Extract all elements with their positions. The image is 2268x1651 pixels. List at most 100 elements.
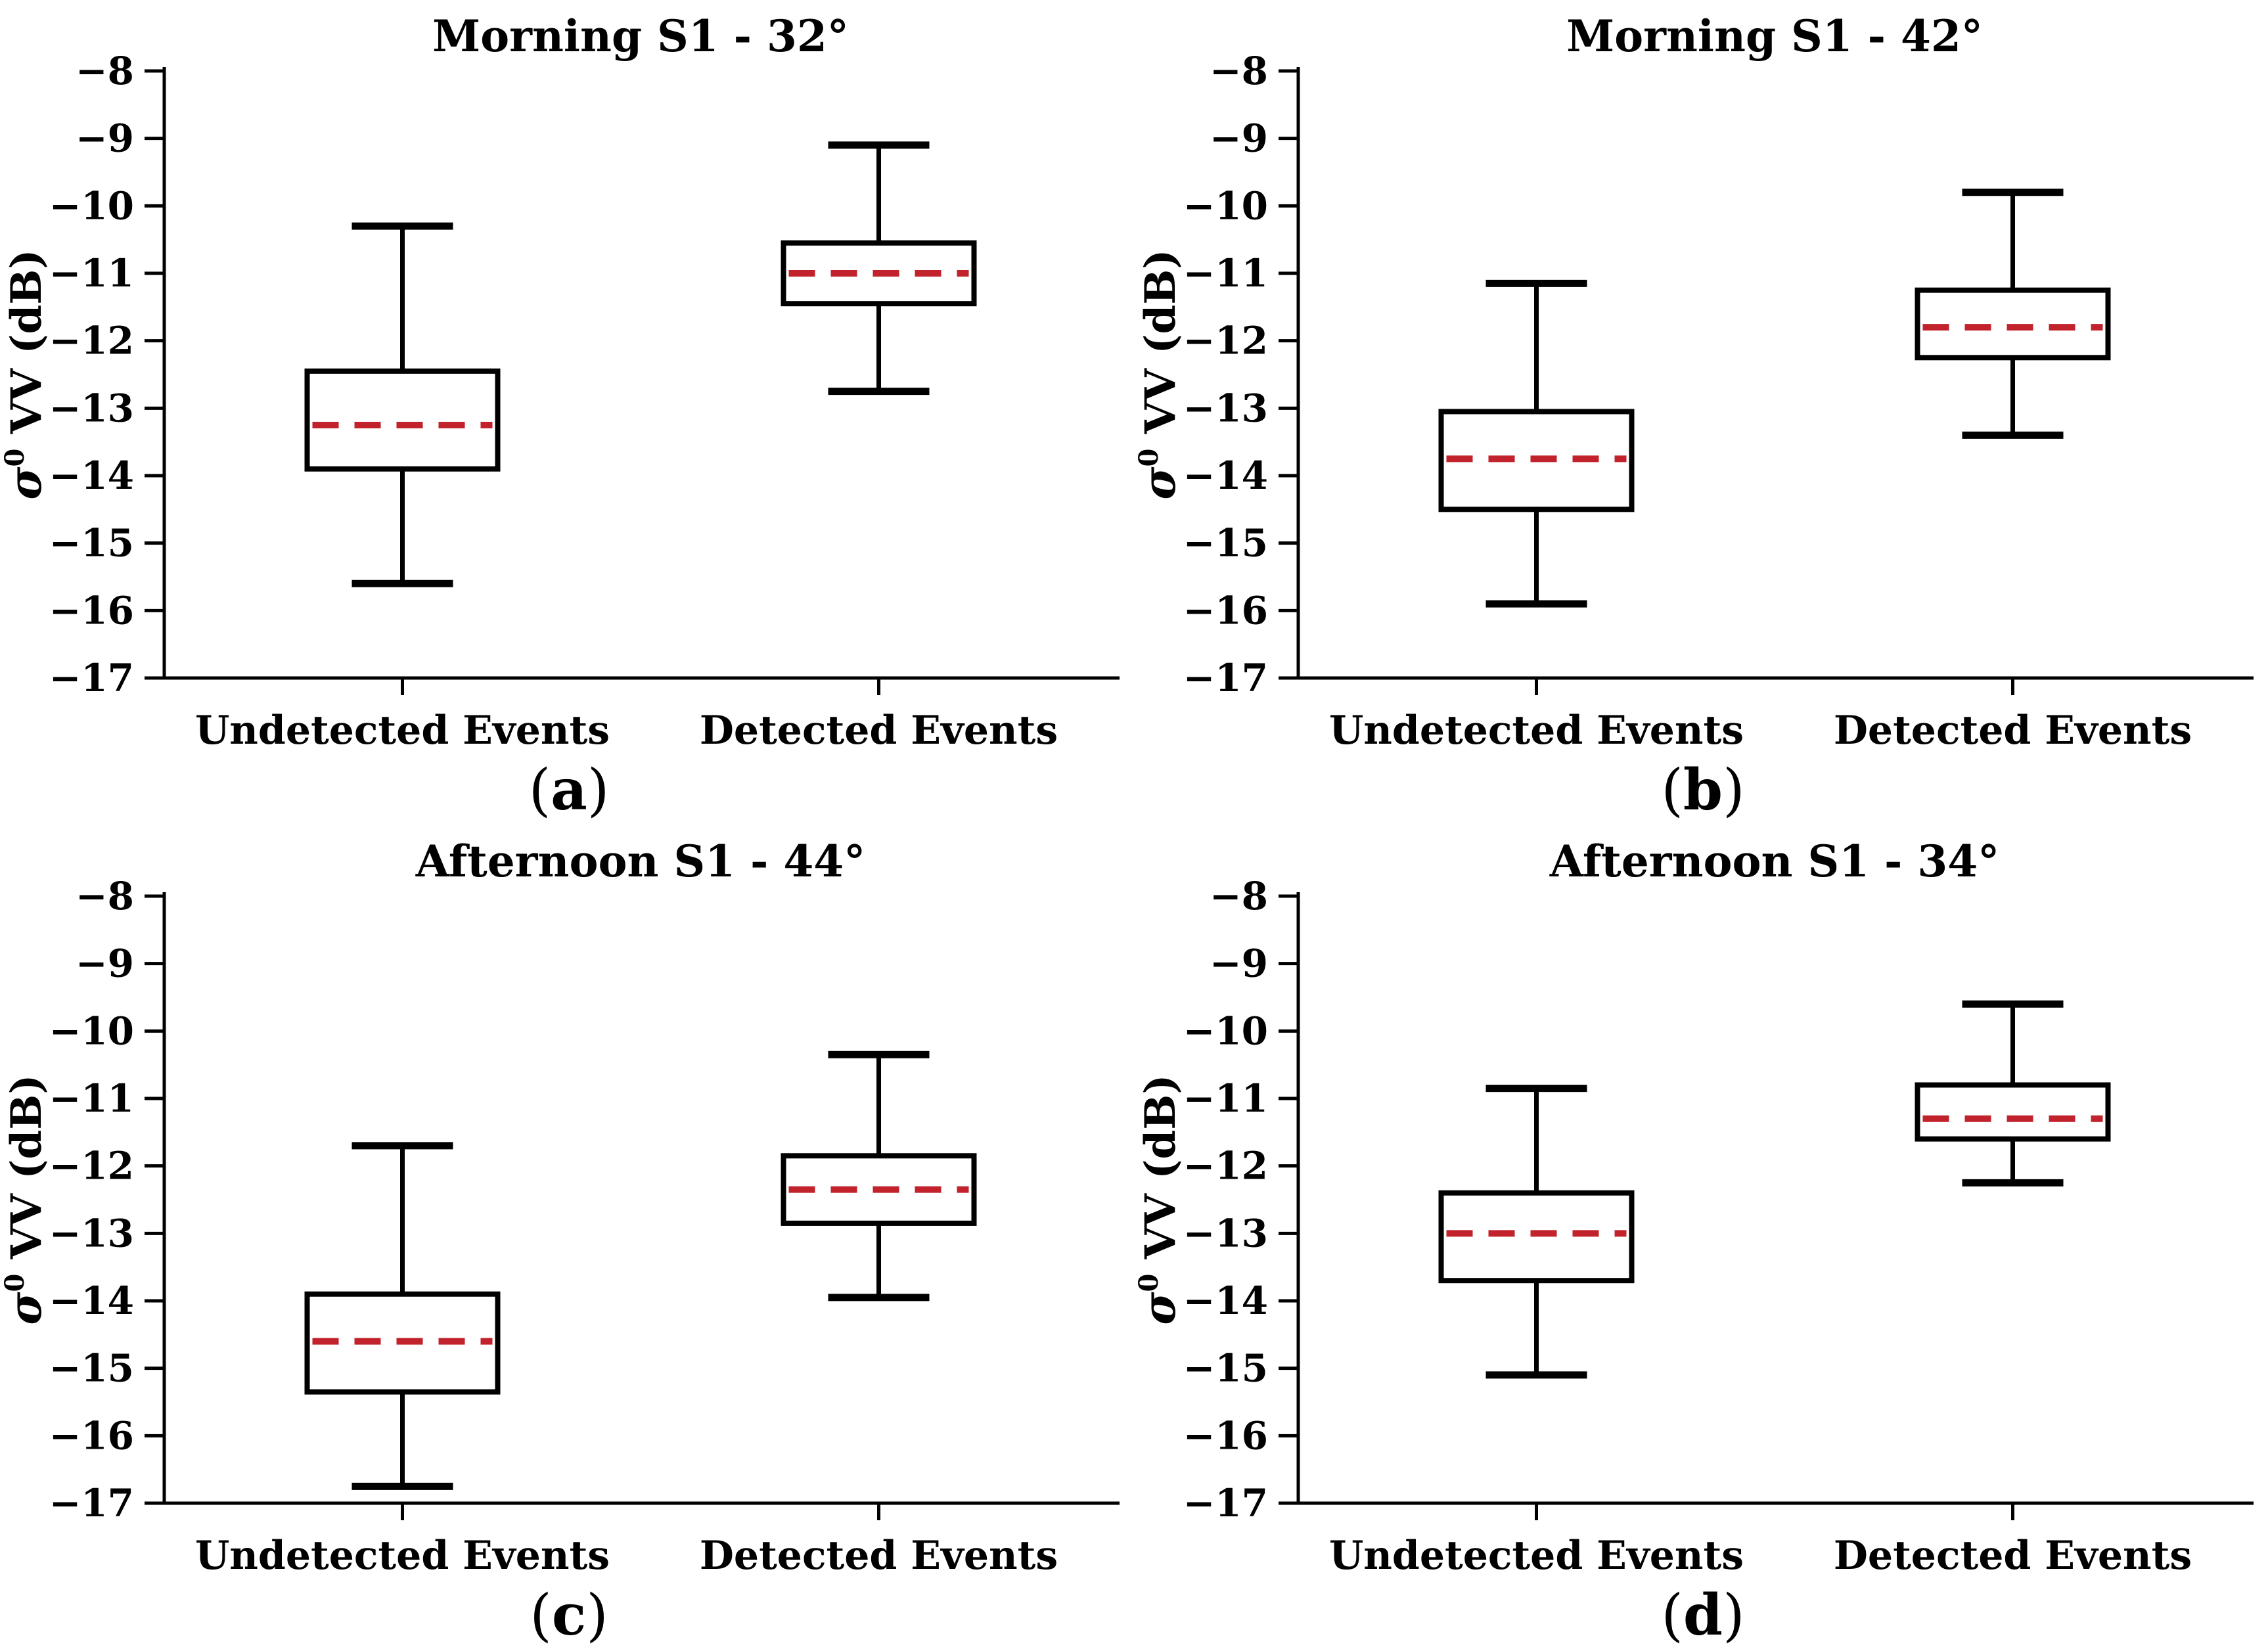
iqr-box-undetected-events <box>1438 1190 1635 1284</box>
y-tick-label: −15 <box>49 1346 134 1391</box>
x-tick-label-detected-events: Detected Events <box>1834 708 2192 754</box>
y-tick-label: −11 <box>1183 1076 1268 1121</box>
y-axis-label-superscript: 0 <box>1134 449 1164 467</box>
y-tick-label: −17 <box>49 656 134 700</box>
y-tick-label: −15 <box>49 521 134 566</box>
panel-a: −8 −9 −10 −11 −12 −13 −14 −15 −16 −17 Undetected E… <box>0 0 1134 825</box>
boxplot-d-svg: −8 −9 −10 −11 −12 −13 −14 −15 −16 −17 Undetected E… <box>1134 825 2268 1650</box>
y-tick-label: −8 <box>76 874 134 918</box>
caption-paren-open: ( <box>530 1583 552 1648</box>
y-axis-label: σ0 VV (dB) <box>0 249 52 499</box>
caption-letter: c <box>552 1582 586 1648</box>
y-tick-label: −14 <box>49 453 134 498</box>
panel-title: Morning S1 - 32° <box>432 11 849 62</box>
y-tick-label: −11 <box>49 251 134 296</box>
y-tick-label: −12 <box>1183 319 1268 363</box>
panel-caption: (d) <box>1661 1582 1744 1648</box>
y-tick-label: −15 <box>1183 521 1268 566</box>
x-tick-label-detected-events: Detected Events <box>700 708 1058 754</box>
panel-background <box>1134 825 2268 1650</box>
y-axis-label-unit: VV (dB) <box>2 1074 51 1273</box>
y-tick-label: −9 <box>1210 116 1268 161</box>
y-tick-label: −16 <box>1183 588 1268 633</box>
caption-paren-close: ) <box>1723 1583 1745 1648</box>
iqr-box-undetected-events <box>304 368 501 472</box>
panel-d: −8 −9 −10 −11 −12 −13 −14 −15 −16 −17 Undetected E… <box>1134 825 2268 1651</box>
panel-caption: (a) <box>529 757 610 823</box>
x-tick-label-undetected-events: Undetected Events <box>195 1533 610 1579</box>
panel-caption: (b) <box>1661 757 1744 823</box>
y-axis-label-unit: VV (dB) <box>1136 249 1185 448</box>
caption-paren-open: ( <box>529 758 551 823</box>
y-axis-label: σ0 VV (dB) <box>0 1074 52 1324</box>
x-tick-label-undetected-events: Undetected Events <box>195 708 610 754</box>
caption-letter: b <box>1683 757 1723 823</box>
y-tick-label: −13 <box>1183 1211 1268 1255</box>
panel-title: Morning S1 - 42° <box>1566 11 1983 62</box>
y-axis-label-superscript: 0 <box>1134 1274 1164 1292</box>
y-tick-label: −9 <box>1210 941 1268 986</box>
caption-letter: d <box>1683 1582 1723 1648</box>
panel-caption: (c) <box>530 1582 608 1648</box>
caption-paren-close: ) <box>587 758 610 823</box>
y-tick-label: −10 <box>49 1008 134 1053</box>
x-tick-label-undetected-events: Undetected Events <box>1329 1533 1744 1579</box>
y-tick-label: −14 <box>49 1278 134 1323</box>
boxplot-b-svg: −8 −9 −10 −11 −12 −13 −14 −15 −16 −17 Undetected E… <box>1134 0 2268 825</box>
y-tick-label: −11 <box>49 1076 134 1121</box>
y-tick-label: −12 <box>49 319 134 363</box>
y-tick-label: −10 <box>1183 1008 1268 1053</box>
panel-background <box>0 0 1134 825</box>
caption-paren-open: ( <box>1661 758 1683 823</box>
y-axis-label-sigma: σ <box>0 466 52 500</box>
y-axis-label-sigma: σ <box>1134 1292 1186 1325</box>
y-tick-label: −14 <box>1183 453 1268 498</box>
y-tick-label: −8 <box>1210 874 1268 918</box>
iqr-box-detected-events <box>1915 287 2111 361</box>
y-tick-label: −15 <box>1183 1346 1268 1391</box>
caption-paren-close: ) <box>1723 758 1745 823</box>
y-axis-label-unit: VV (dB) <box>2 249 51 448</box>
boxplot-c-svg: −8 −9 −10 −11 −12 −13 −14 −15 −16 −17 Undetected E… <box>0 825 1134 1650</box>
panel-c: −8 −9 −10 −11 −12 −13 −14 −15 −16 −17 Undetected E… <box>0 825 1134 1651</box>
iqr-box-undetected-events <box>304 1291 501 1395</box>
y-tick-label: −10 <box>1183 183 1268 228</box>
y-tick-label: −8 <box>1210 49 1268 93</box>
y-tick-label: −17 <box>1183 656 1268 700</box>
y-tick-label: −10 <box>49 183 134 228</box>
y-tick-label: −13 <box>49 1211 134 1255</box>
boxplot-a-svg: −8 −9 −10 −11 −12 −13 −14 −15 −16 −17 Undetected E… <box>0 0 1134 825</box>
caption-letter: a <box>551 757 587 823</box>
caption-paren-close: ) <box>586 1583 608 1648</box>
y-axis-label: σ0 VV (dB) <box>1134 1074 1186 1324</box>
panel-background <box>1134 0 2268 825</box>
y-axis-label-sigma: σ <box>0 1292 52 1325</box>
y-tick-label: −13 <box>1183 386 1268 430</box>
panel-title: Afternoon S1 - 34° <box>1549 836 1999 887</box>
panel-title: Afternoon S1 - 44° <box>415 836 865 887</box>
y-tick-label: −16 <box>49 588 134 633</box>
y-tick-label: −12 <box>49 1144 134 1188</box>
y-axis-label: σ0 VV (dB) <box>1134 249 1186 499</box>
y-axis-label-superscript: 0 <box>0 449 30 467</box>
y-axis-label-sigma: σ <box>1134 466 1186 500</box>
y-tick-label: −16 <box>49 1413 134 1458</box>
y-tick-label: −17 <box>1183 1481 1268 1526</box>
y-tick-label: −8 <box>76 49 134 93</box>
iqr-box-detected-events <box>1915 1082 2111 1142</box>
y-axis-label-superscript: 0 <box>0 1274 30 1292</box>
x-tick-label-detected-events: Detected Events <box>700 1533 1058 1579</box>
y-tick-label: −9 <box>76 116 134 161</box>
y-tick-label: −13 <box>49 386 134 430</box>
y-tick-label: −11 <box>1183 251 1268 296</box>
panel-background <box>0 825 1134 1650</box>
y-tick-label: −14 <box>1183 1278 1268 1323</box>
y-tick-label: −12 <box>1183 1144 1268 1188</box>
y-tick-label: −9 <box>76 941 134 986</box>
y-tick-label: −17 <box>49 1481 134 1526</box>
y-axis-label-unit: VV (dB) <box>1136 1074 1185 1273</box>
caption-paren-open: ( <box>1661 1583 1683 1648</box>
y-tick-label: −16 <box>1183 1413 1268 1458</box>
x-tick-label-undetected-events: Undetected Events <box>1329 708 1744 754</box>
